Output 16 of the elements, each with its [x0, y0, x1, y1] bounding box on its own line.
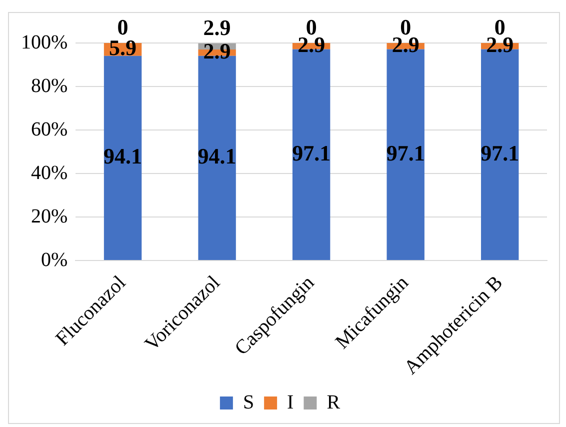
data-label: 97.1	[292, 140, 331, 166]
y-tick-label: 60%	[30, 118, 68, 140]
data-label: 97.1	[480, 140, 520, 166]
y-tick-label: 20%	[30, 205, 68, 228]
data-label: 2.9	[203, 14, 231, 40]
data-label: 94.1	[198, 144, 236, 169]
legend-label: S	[242, 391, 254, 414]
y-tick-label: 40%	[30, 162, 68, 184]
legend-label: I	[287, 391, 294, 414]
y-tick-label: 0%	[40, 248, 68, 271]
data-label: 97.1	[386, 140, 425, 166]
y-tick-label: 80%	[30, 74, 68, 97]
data-label: 94.1	[104, 144, 142, 169]
bar	[104, 56, 142, 260]
y-tick-label: 100%	[20, 31, 68, 54]
legend-label: R	[326, 391, 341, 414]
